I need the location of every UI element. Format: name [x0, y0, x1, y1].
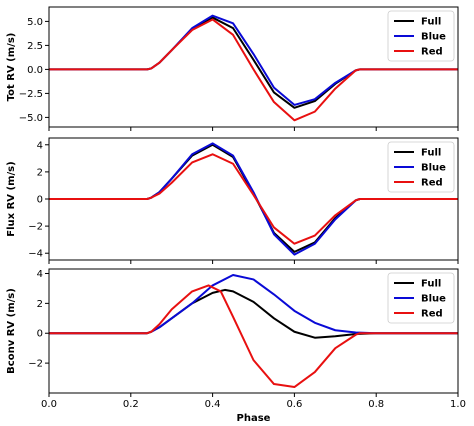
y-tick-label: −2	[28, 222, 43, 233]
x-axis-label: Phase	[237, 413, 271, 424]
x-tick-label: 0.4	[205, 399, 221, 410]
y-axis-label: Tot RV (m/s)	[6, 33, 17, 102]
bconv-rv-panel: 4 2 0 −2 0.0 0.2 0.4 0.6 0.8 1.0 Bconv RV (m/s) Pha…	[6, 268, 466, 424]
legend: Full Blue Red	[387, 141, 455, 193]
legend-label-full: Full	[421, 17, 441, 28]
legend-label-red: Red	[421, 309, 443, 320]
legend: Full Blue Red	[387, 10, 455, 62]
legend-label-red: Red	[421, 178, 443, 189]
y-tick-label: 2	[37, 299, 43, 310]
y-tick-label: 5.0	[27, 17, 43, 28]
legend-label-red: Red	[421, 47, 443, 58]
x-tick-label: 1.0	[450, 399, 466, 410]
legend-label-blue: Blue	[421, 32, 446, 43]
y-tick-label: −2.5	[19, 89, 43, 100]
series-group	[49, 273, 458, 389]
legend: Full Blue Red	[387, 272, 455, 324]
series-line-red	[49, 284, 458, 389]
x-tick-label: 0.2	[123, 399, 139, 410]
y-axis-label: Bconv RV (m/s)	[6, 288, 17, 374]
y-tick-label: 0.0	[27, 65, 43, 76]
y-tick-label: 0	[37, 329, 43, 340]
series-group	[49, 14, 458, 122]
y-tick-label: 0	[37, 195, 43, 206]
legend-label-full: Full	[421, 279, 441, 290]
x-tick-label: 0.0	[41, 399, 57, 410]
y-axis-label: Flux RV (m/s)	[6, 161, 17, 236]
series-line-red	[49, 153, 458, 245]
y-tick-label: −2	[28, 359, 43, 370]
x-tick-label: 0.6	[286, 399, 302, 410]
y-tick-label: −4	[28, 249, 43, 260]
legend-box	[387, 272, 455, 324]
legend-box	[387, 141, 455, 193]
y-tick-label: 4	[37, 269, 43, 280]
legend-label-blue: Blue	[421, 294, 446, 305]
series-line-red	[49, 18, 458, 122]
series-group	[49, 142, 458, 256]
axes-frame	[48, 6, 459, 128]
x-tick-label: 0.8	[368, 399, 384, 410]
y-tick-label: 2	[37, 167, 43, 178]
y-tick-label: −5.0	[19, 113, 43, 124]
series-line-blue	[49, 273, 458, 335]
y-tick-label: 4	[37, 140, 43, 151]
axes-frame	[48, 268, 459, 394]
legend-label-blue: Blue	[421, 163, 446, 174]
y-tick-label: 2.5	[27, 41, 43, 52]
legend-box	[387, 10, 455, 62]
legend-label-full: Full	[421, 148, 441, 159]
flux-rv-panel: 4 2 0 −2 −4 Flux RV (m/s) Full Blue Red	[6, 137, 459, 264]
